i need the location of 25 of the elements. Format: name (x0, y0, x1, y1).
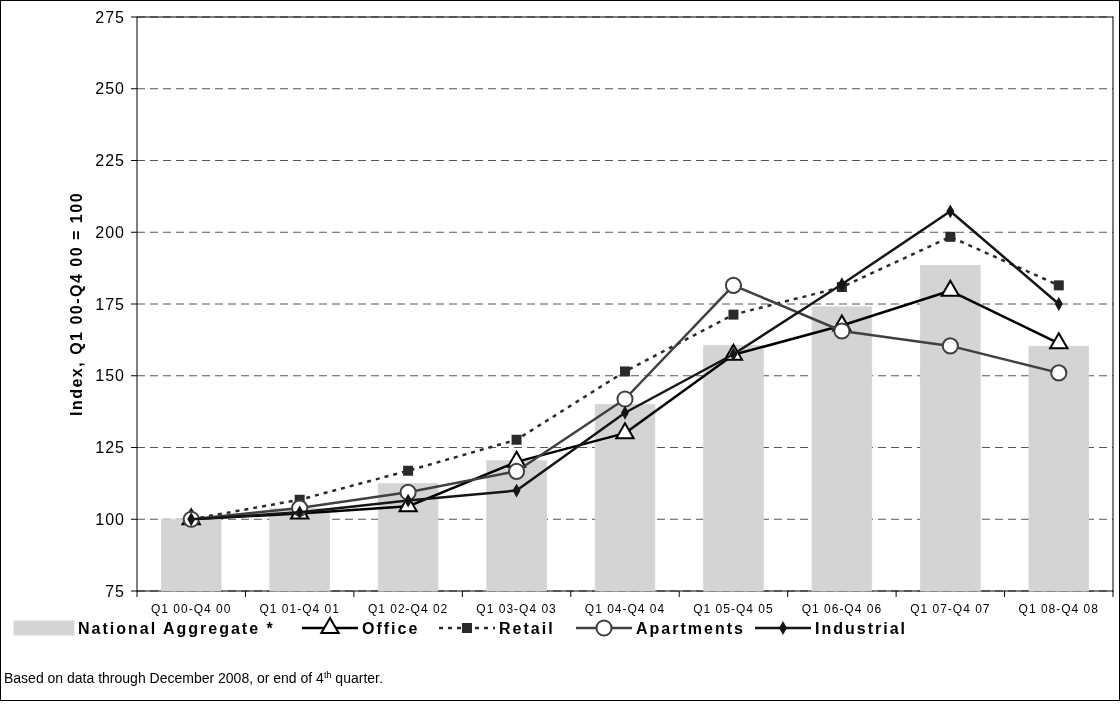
legend-label: National Aggregate * (78, 620, 275, 637)
y-tick-label: 200 (95, 223, 125, 241)
x-tick-label: Q1 05-Q4 05 (693, 602, 774, 616)
x-tick-label: Q1 03-Q4 03 (476, 602, 557, 616)
y-tick-label: 175 (95, 295, 125, 313)
y-tick-label: 75 (105, 582, 125, 600)
x-tick-label: Q1 06-Q4 06 (801, 602, 883, 616)
y-tick-label: 275 (95, 8, 125, 26)
legend-label: Industrial (815, 620, 908, 637)
y-tick-label: 125 (95, 439, 125, 457)
x-tick-label: Q1 00-Q4 00 (151, 602, 232, 616)
x-tick-label: Q1 01-Q4 01 (259, 602, 340, 616)
x-tick-label: Q1 04-Q4 04 (584, 602, 666, 616)
x-tick-label: Q1 08-Q4 08 (1018, 602, 1099, 616)
text: Based on data through December 2008, or end of 4$^{th}$ quarter. (4, 670, 383, 686)
x-tick-label: Q1 02-Q4 02 (367, 602, 449, 616)
legend-label: Retail (499, 620, 555, 637)
y-tick-label: 250 (95, 80, 125, 98)
y-tick-label: 100 (95, 510, 125, 528)
y-axis-title: Index, Q1 00-Q4 00 = 100 (68, 191, 85, 417)
y-tick-label: 225 (95, 152, 125, 170)
x-tick-label: Q1 07-Q4 07 (910, 602, 991, 616)
y-tick-label: 150 (95, 367, 125, 385)
legend-label: Office (362, 620, 420, 637)
legend-label: Apartments (636, 620, 745, 637)
